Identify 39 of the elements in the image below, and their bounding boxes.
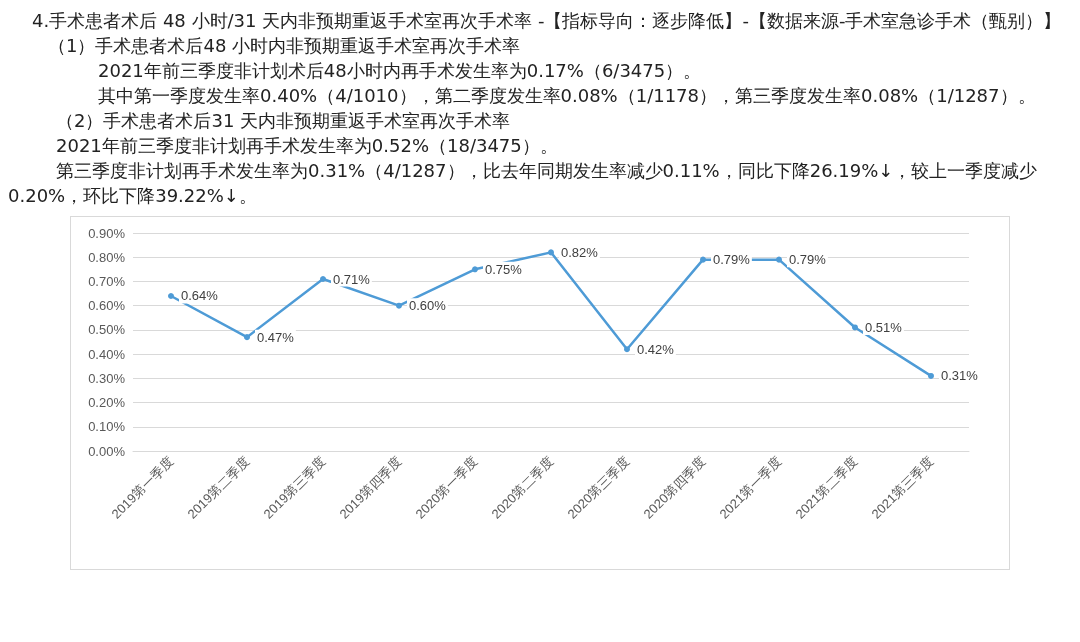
text: （2）手术患者术后31 天内非预期重返手术室再次手术率 [55, 109, 512, 133]
point [852, 324, 858, 331]
point [700, 256, 706, 263]
y-tick-label: 0.40% [88, 346, 126, 362]
point [168, 292, 174, 299]
data-label: 0.75% [485, 261, 523, 277]
data-label: 0.64% [181, 288, 219, 304]
y-tick-label: 0.70% [88, 273, 126, 289]
y-tick-label: 0.10% [88, 419, 126, 435]
text: 其中第一季度发生率0.40%（4/1010），第二季度发生率0.08%（1/1178），第三季度发生率0.08%（1/1287）。 [97, 84, 1037, 108]
data-label: 0.79% [789, 252, 827, 268]
data-label: 0.60% [409, 298, 447, 314]
point [548, 249, 554, 256]
point [396, 302, 402, 309]
chart-title: 4.手术患者术后 48 小时/31 天内非预期重返手术室再次手术率 -【指标导向：逐步降低】-【数据来源-手术室急诊手术（甄别）】 [31, 9, 1063, 33]
point [624, 346, 630, 353]
data-label: 0.47% [257, 329, 295, 345]
y-tick-label: 0.60% [88, 298, 126, 314]
data-label: 0.31% [941, 368, 979, 384]
y-tick-label: 0.20% [88, 395, 126, 411]
point [472, 266, 478, 273]
y-tick-label: 0.50% [88, 322, 126, 338]
y-tick-label: 0.00% [88, 443, 126, 459]
data-label: 0.42% [637, 341, 675, 357]
data-label: 0.82% [561, 244, 599, 260]
point [928, 372, 934, 379]
data-label: 0.79% [713, 252, 751, 268]
data-label: 0.51% [865, 319, 903, 335]
text: 2021年前三季度非计划术后48小时内再手术发生率为0.17%（6/3475）。 [97, 59, 703, 83]
point [244, 334, 250, 341]
y-tick-label: 0.90% [88, 225, 126, 241]
y-tick-label: 0.30% [88, 370, 126, 386]
data-label: 0.71% [333, 271, 371, 287]
text: （1）手术患者术后48 小时内非预期重返手术室再次手术率 [47, 34, 522, 58]
point [320, 276, 326, 283]
text: 2021年前三季度非计划再手术发生率为0.52%（18/3475）。 [55, 134, 559, 158]
point [776, 256, 782, 263]
y-tick-label: 0.80% [88, 249, 126, 265]
text: 第三季度非计划再手术发生率为0.31%（4/1287），比去年同期发生率减少0.11%，同比下降26.19%↓，较上一季度减少0.20%，环比下降39.22%↓。 [8, 159, 1039, 208]
